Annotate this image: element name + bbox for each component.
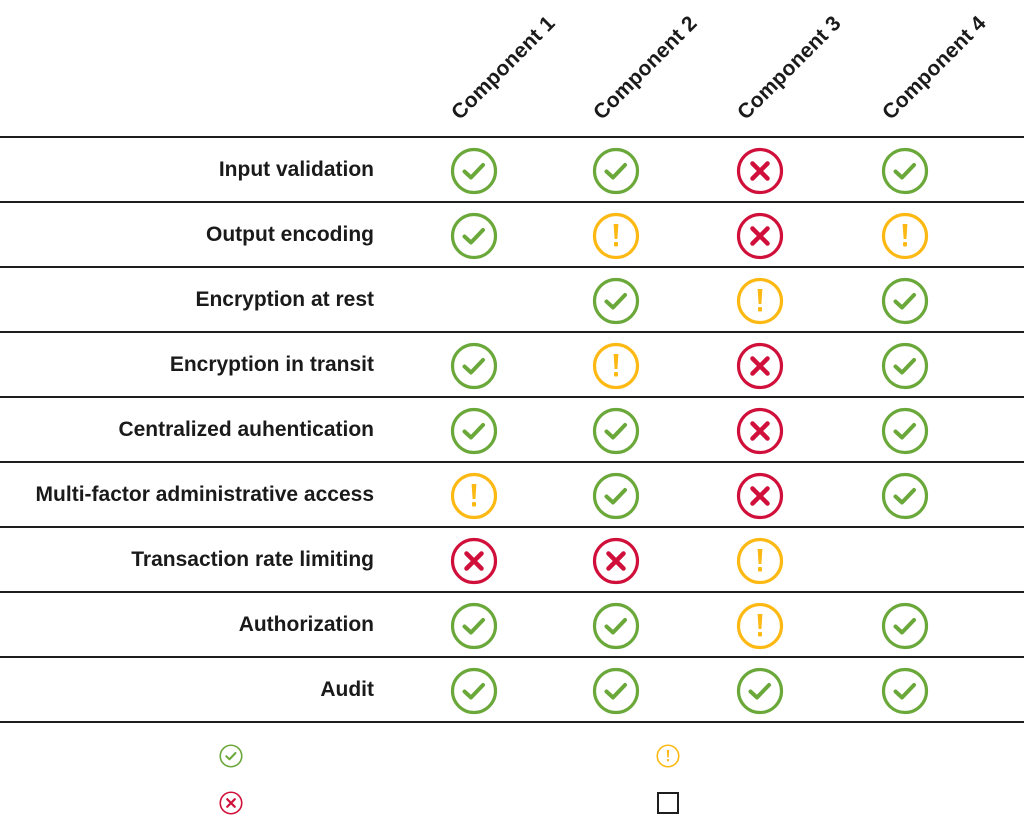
check-circle-icon: [450, 407, 498, 455]
exclamation-circle-icon: [592, 342, 640, 390]
legend-exclamation-circle-icon: [656, 744, 680, 768]
check-circle-icon: [881, 277, 929, 325]
check-circle-icon: [592, 667, 640, 715]
row-label: Transaction rate limiting: [131, 547, 374, 571]
column-header-component-1: Component 1: [447, 0, 604, 137]
row-label: Encryption at rest: [195, 287, 374, 311]
check-circle-icon: [592, 147, 640, 195]
check-circle-icon: [592, 277, 640, 325]
x-circle-icon: [736, 147, 784, 195]
column-header-component-2: Component 2: [589, 0, 746, 137]
x-circle-icon: [736, 342, 784, 390]
row-divider: [0, 266, 1024, 268]
row-label: Multi-factor administrative access: [35, 482, 374, 506]
exclamation-circle-icon: [736, 277, 784, 325]
column-header-component-4: Component 4: [878, 0, 1024, 137]
check-circle-icon: [450, 667, 498, 715]
column-header-label: Component 3: [733, 11, 846, 125]
row-divider: [0, 331, 1024, 333]
row-divider: [0, 591, 1024, 593]
check-circle-icon: [881, 472, 929, 520]
check-circle-icon: [450, 147, 498, 195]
x-circle-icon: [736, 407, 784, 455]
x-circle-icon: [450, 537, 498, 585]
row-label: Centralized auhentication: [118, 417, 374, 441]
exclamation-circle-icon: [736, 602, 784, 650]
check-circle-icon: [881, 407, 929, 455]
empty-square-icon: [657, 792, 679, 814]
column-header-label: Component 1: [447, 11, 560, 125]
check-circle-icon: [450, 602, 498, 650]
row-label: Audit: [320, 677, 374, 701]
row-divider: [0, 201, 1024, 203]
row-divider: [0, 721, 1024, 723]
check-circle-icon: [881, 342, 929, 390]
row-label: Input validation: [218, 157, 374, 181]
row-divider: [0, 526, 1024, 528]
column-header-label: Component 2: [589, 11, 702, 125]
row-divider: [0, 136, 1024, 138]
row-label: Encryption in transit: [169, 352, 374, 376]
exclamation-circle-icon: [592, 212, 640, 260]
row-divider: [0, 461, 1024, 463]
row-label: Output encoding: [206, 222, 374, 246]
check-circle-icon: [736, 667, 784, 715]
check-circle-icon: [592, 602, 640, 650]
check-circle-icon: [450, 342, 498, 390]
row-divider: [0, 656, 1024, 658]
legend-x-circle-icon: [219, 791, 243, 815]
legend-check-circle-icon: [219, 744, 243, 768]
x-circle-icon: [736, 212, 784, 260]
column-header-component-3: Component 3: [733, 0, 890, 137]
exclamation-circle-icon: [881, 212, 929, 260]
row-label: Authorization: [238, 612, 374, 636]
exclamation-circle-icon: [450, 472, 498, 520]
column-header-label: Component 4: [878, 11, 991, 125]
check-circle-icon: [881, 147, 929, 195]
x-circle-icon: [736, 472, 784, 520]
x-circle-icon: [592, 537, 640, 585]
exclamation-circle-icon: [736, 537, 784, 585]
row-divider: [0, 396, 1024, 398]
check-circle-icon: [592, 407, 640, 455]
check-circle-icon: [881, 667, 929, 715]
check-circle-icon: [881, 602, 929, 650]
check-circle-icon: [450, 212, 498, 260]
check-circle-icon: [592, 472, 640, 520]
